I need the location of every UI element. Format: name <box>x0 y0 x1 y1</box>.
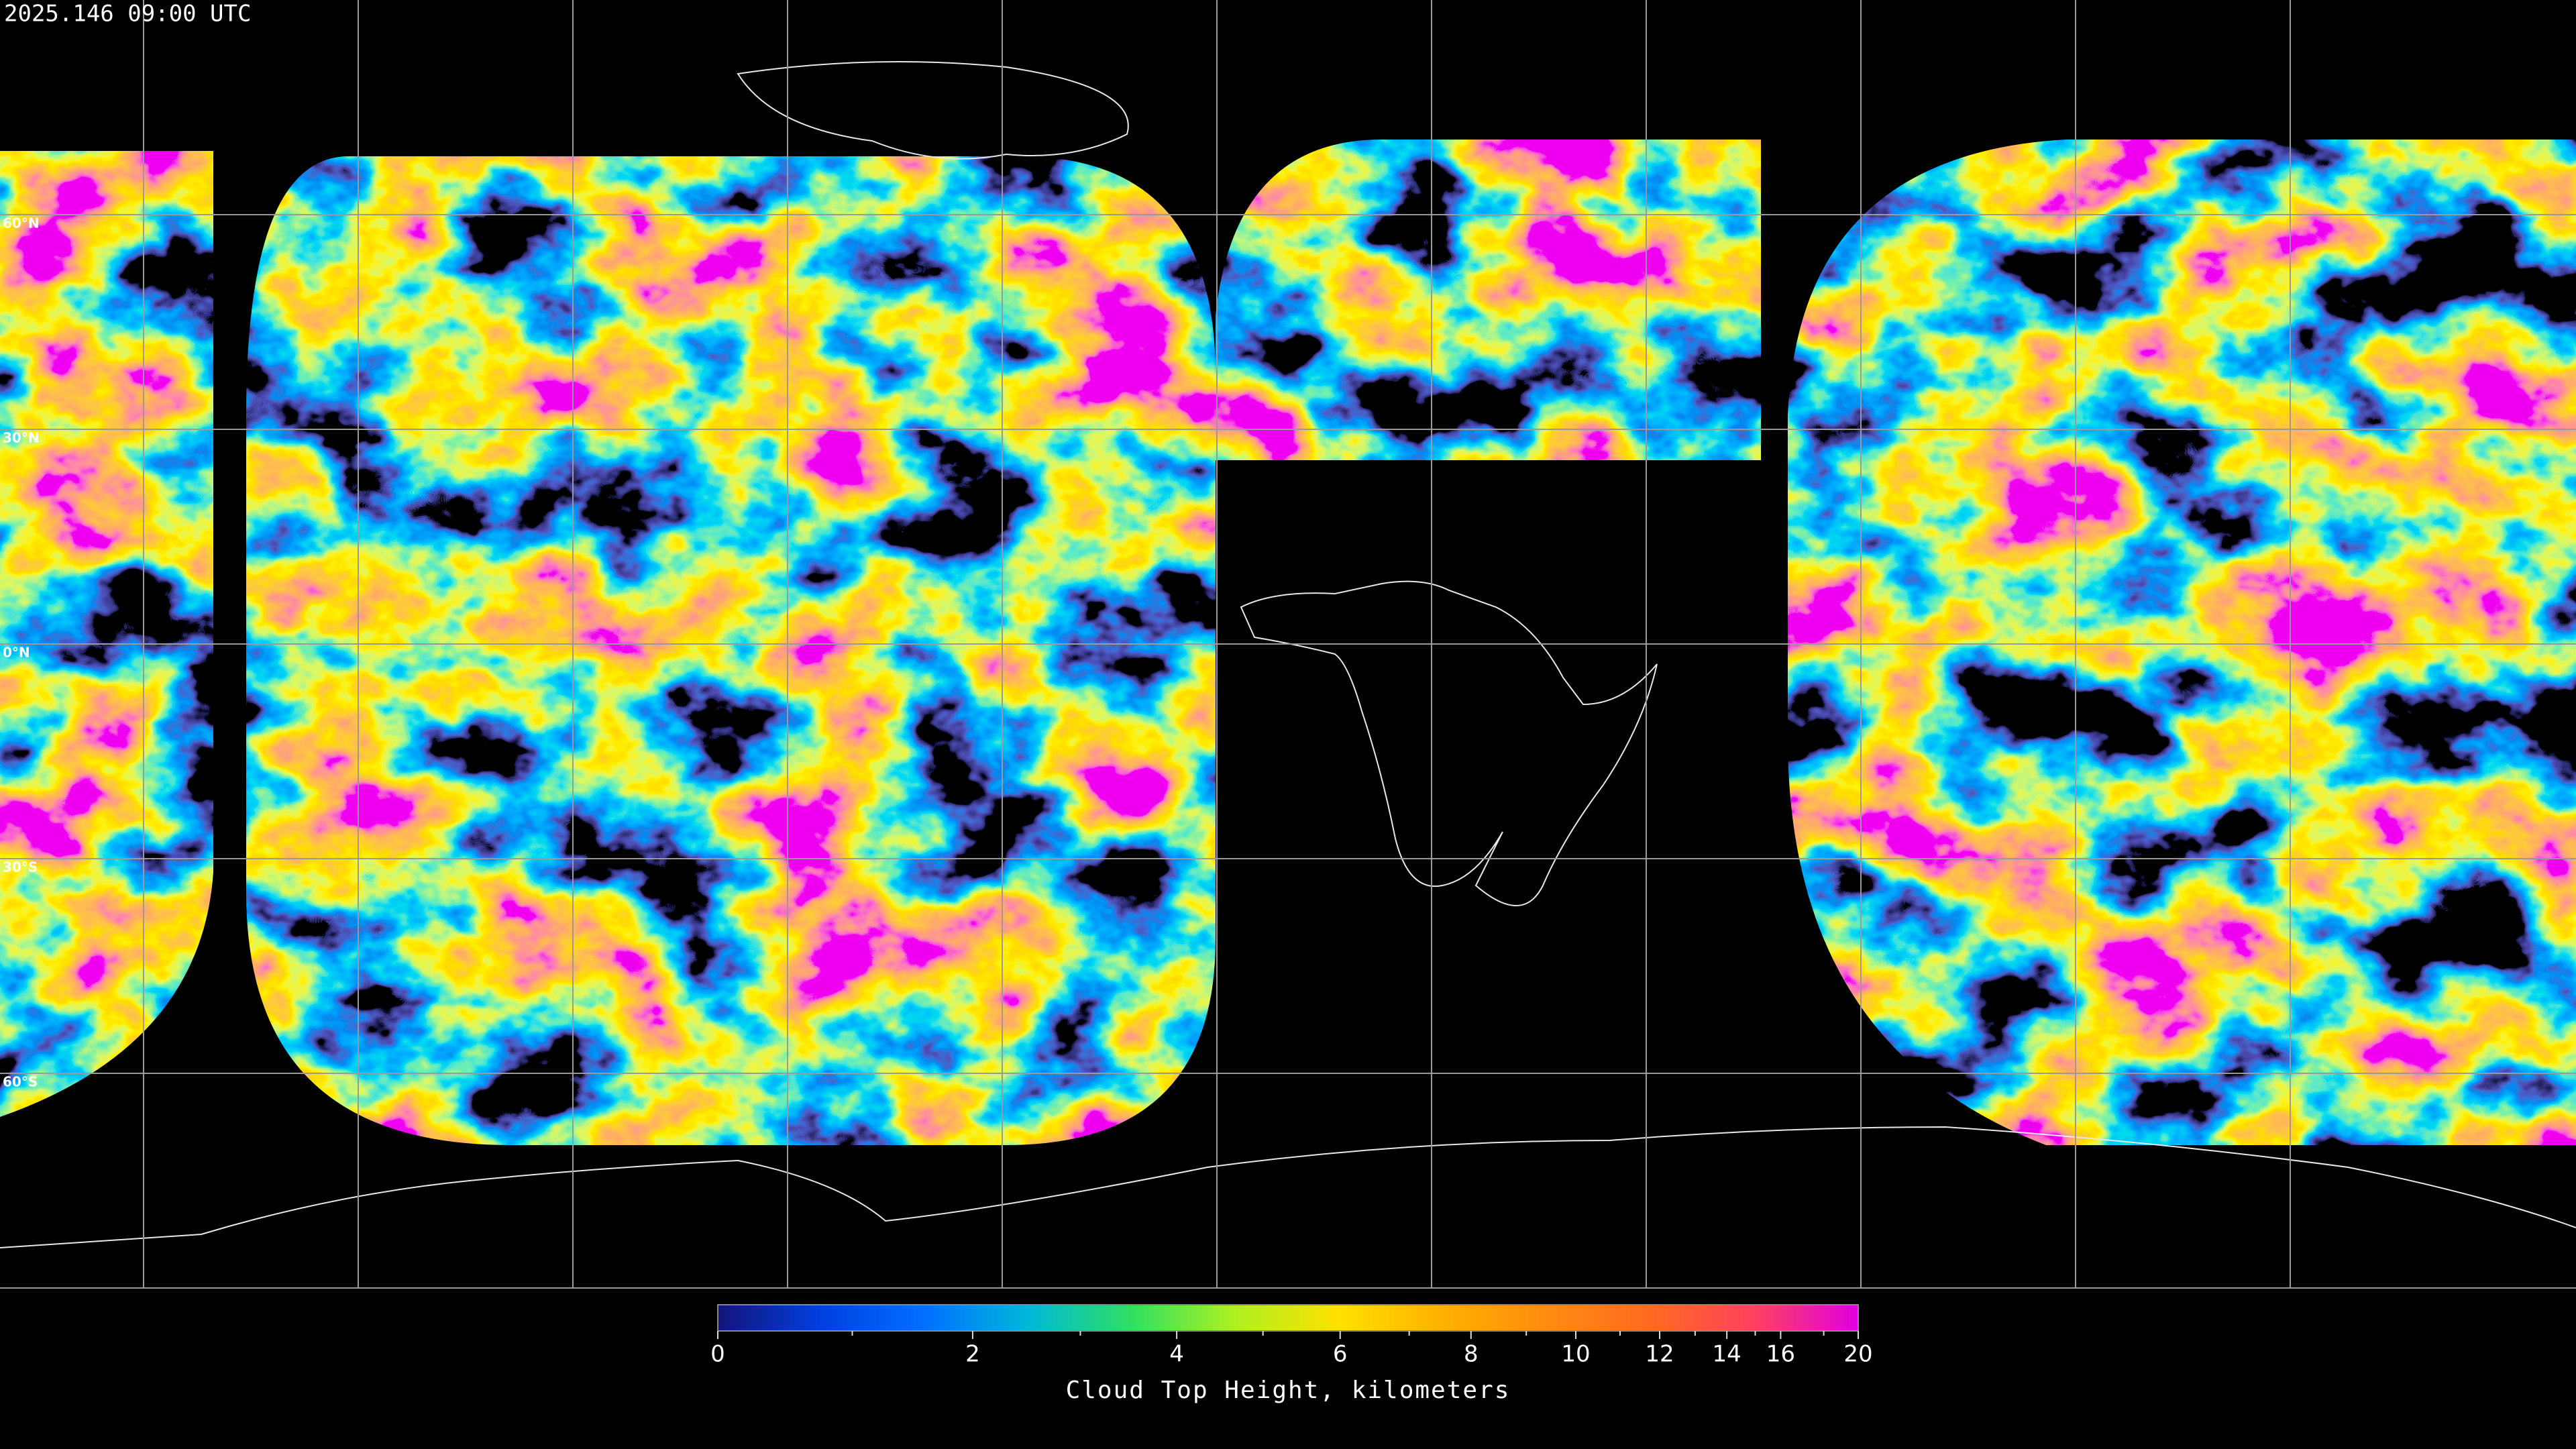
coastline-greenland <box>737 61 1129 160</box>
latitude-label: 30°N <box>3 430 40 446</box>
coastlines <box>0 61 2576 1248</box>
latitude-label: 60°N <box>3 215 40 231</box>
colorbar-tick-label: 14 <box>1713 1341 1741 1368</box>
latitude-label: 30°S <box>3 859 38 875</box>
colorbar-tick-label: 16 <box>1766 1341 1795 1368</box>
latitude-label: 60°S <box>3 1074 38 1090</box>
colorbar-tick-label: 6 <box>1333 1341 1348 1368</box>
colorbar-tick-label: 8 <box>1464 1341 1479 1368</box>
colorbar-tick-label: 2 <box>965 1341 980 1368</box>
colorbar-label: Cloud Top Height, kilometers <box>1066 1377 1511 1404</box>
colorbar-tick-label: 20 <box>1843 1341 1872 1368</box>
latitude-label: 0°N <box>3 645 30 661</box>
coastline-antarctica <box>0 1126 2576 1248</box>
colorbar-tick-label: 12 <box>1645 1341 1674 1368</box>
colorbar-tick-label: 4 <box>1169 1341 1184 1368</box>
colorbar: 0 2 4 6 8 10 12 14 16 20 <box>710 1304 1873 1368</box>
timestamp: 2025.146 09:00 UTC <box>4 1 251 28</box>
colorbar-tick-label: 0 <box>710 1341 725 1368</box>
colorbar-gradient <box>717 1304 1859 1332</box>
graticule: 60°N 30°N 0°N 30°S 60°S <box>0 0 2576 1288</box>
coastline-africa <box>1240 580 1658 906</box>
colorbar-tick-label: 10 <box>1561 1341 1590 1368</box>
